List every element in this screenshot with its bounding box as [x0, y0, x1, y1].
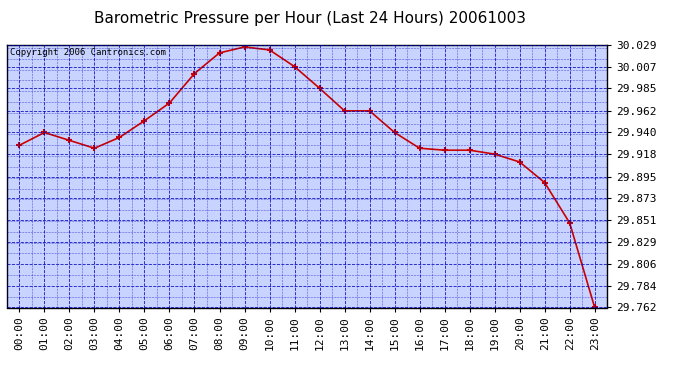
Text: Barometric Pressure per Hour (Last 24 Hours) 20061003: Barometric Pressure per Hour (Last 24 Ho… [95, 11, 526, 26]
Text: Copyright 2006 Cantronics.com: Copyright 2006 Cantronics.com [10, 48, 166, 57]
